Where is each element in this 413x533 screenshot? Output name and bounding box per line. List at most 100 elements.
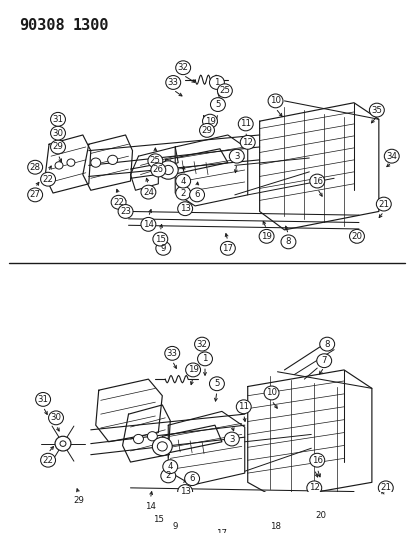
Circle shape <box>375 197 390 211</box>
Circle shape <box>152 232 167 246</box>
Text: 21: 21 <box>377 199 388 208</box>
Text: 20: 20 <box>351 232 362 241</box>
Circle shape <box>118 205 133 219</box>
Circle shape <box>158 161 178 179</box>
Text: 29: 29 <box>52 142 63 151</box>
Text: 5: 5 <box>215 100 220 109</box>
Text: 1: 1 <box>202 354 207 364</box>
Circle shape <box>90 158 100 167</box>
Text: 12: 12 <box>242 138 253 147</box>
Circle shape <box>60 441 66 447</box>
Circle shape <box>160 469 175 483</box>
Circle shape <box>189 188 204 202</box>
Circle shape <box>55 161 63 169</box>
Text: 30: 30 <box>50 413 62 422</box>
Circle shape <box>165 76 180 90</box>
Circle shape <box>55 436 71 451</box>
Circle shape <box>36 392 50 406</box>
Text: 16: 16 <box>311 456 322 465</box>
Circle shape <box>184 472 199 486</box>
Circle shape <box>280 235 295 249</box>
Circle shape <box>349 229 363 243</box>
Text: 22: 22 <box>113 198 124 207</box>
Text: 9: 9 <box>160 244 166 253</box>
Text: 8: 8 <box>285 237 290 246</box>
Circle shape <box>67 159 75 166</box>
Text: 14: 14 <box>142 220 154 229</box>
Circle shape <box>155 241 170 255</box>
Circle shape <box>150 512 165 526</box>
Circle shape <box>210 98 225 111</box>
Text: 19: 19 <box>187 366 198 374</box>
Circle shape <box>142 499 157 513</box>
Text: 31: 31 <box>52 115 63 124</box>
Text: 2: 2 <box>180 189 185 198</box>
Text: 4: 4 <box>180 176 185 185</box>
Text: 24: 24 <box>142 188 154 197</box>
Circle shape <box>316 354 331 368</box>
Circle shape <box>157 442 167 451</box>
Circle shape <box>199 124 214 138</box>
Text: 30: 30 <box>52 128 63 138</box>
Circle shape <box>177 202 192 216</box>
Text: 23: 23 <box>120 207 131 216</box>
Circle shape <box>309 453 324 467</box>
Text: 22: 22 <box>43 175 53 184</box>
Text: 8: 8 <box>324 340 329 349</box>
Text: 3: 3 <box>228 434 234 443</box>
Text: 90308: 90308 <box>19 18 65 33</box>
Text: 10: 10 <box>266 389 276 398</box>
Text: 6: 6 <box>194 190 199 199</box>
Circle shape <box>268 94 282 108</box>
Text: 22: 22 <box>43 456 53 465</box>
Circle shape <box>164 346 179 360</box>
Circle shape <box>28 160 43 174</box>
Circle shape <box>194 337 209 351</box>
Circle shape <box>240 135 254 149</box>
Text: 1300: 1300 <box>73 18 109 33</box>
Circle shape <box>319 337 334 351</box>
Text: 34: 34 <box>385 152 396 160</box>
Circle shape <box>163 165 173 175</box>
Text: 1: 1 <box>214 78 219 87</box>
Text: 19: 19 <box>261 232 271 241</box>
Text: 12: 12 <box>308 483 319 492</box>
Circle shape <box>167 520 182 533</box>
Circle shape <box>50 126 65 140</box>
Text: 7: 7 <box>320 356 326 365</box>
Circle shape <box>197 352 212 366</box>
Circle shape <box>140 217 155 231</box>
Text: 10: 10 <box>269 96 280 106</box>
Text: 25: 25 <box>219 86 230 95</box>
Circle shape <box>175 186 190 200</box>
Circle shape <box>202 114 217 128</box>
Text: 13: 13 <box>179 204 190 213</box>
Circle shape <box>140 185 155 199</box>
Circle shape <box>28 188 43 202</box>
Circle shape <box>147 154 162 168</box>
Circle shape <box>209 377 224 391</box>
Text: 33: 33 <box>167 78 178 87</box>
Circle shape <box>147 432 157 441</box>
Text: 17: 17 <box>216 529 227 533</box>
Circle shape <box>220 241 235 255</box>
Text: 35: 35 <box>370 106 382 115</box>
Circle shape <box>133 434 143 443</box>
Text: 16: 16 <box>311 176 322 185</box>
Text: 4: 4 <box>167 462 173 471</box>
Circle shape <box>268 520 282 533</box>
Circle shape <box>50 140 65 154</box>
Circle shape <box>383 149 398 163</box>
Circle shape <box>309 174 324 188</box>
Text: 31: 31 <box>38 395 48 404</box>
Circle shape <box>50 112 65 126</box>
Circle shape <box>236 400 251 414</box>
Text: 13: 13 <box>179 487 190 496</box>
Circle shape <box>209 76 224 90</box>
Text: 27: 27 <box>30 190 40 199</box>
Text: 18: 18 <box>269 522 280 531</box>
Circle shape <box>175 174 190 188</box>
Circle shape <box>177 484 192 498</box>
Text: 20: 20 <box>315 511 326 520</box>
Circle shape <box>368 103 383 117</box>
